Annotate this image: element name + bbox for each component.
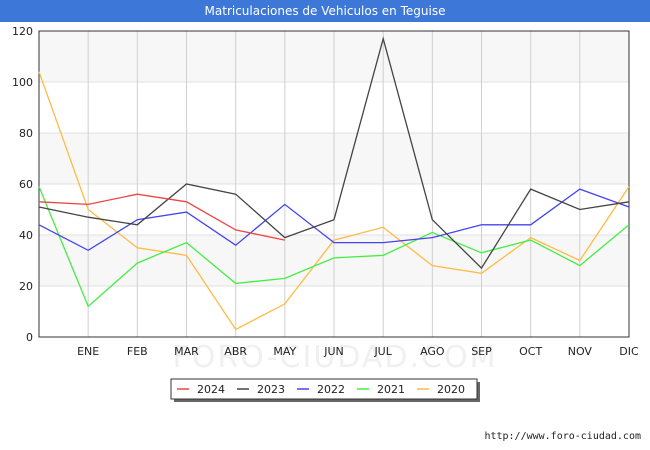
legend-label-2020: 2020 bbox=[437, 383, 465, 396]
line-chart: FORO-CIUDAD.COM 0 20 40 60 80 100 120 ENE FEB MA… bbox=[12, 25, 639, 402]
legend-label-2021: 2021 bbox=[377, 383, 405, 396]
legend-label-2022: 2022 bbox=[317, 383, 345, 396]
y-tick-label: 60 bbox=[19, 178, 33, 191]
x-tick-label: MAR bbox=[174, 345, 199, 358]
x-tick-label: ENE bbox=[77, 345, 99, 358]
x-tick-label: OCT bbox=[519, 345, 542, 358]
x-tick-label: JUN bbox=[323, 345, 344, 358]
series-line-2020 bbox=[38, 71, 630, 331]
legend-label-2023: 2023 bbox=[257, 383, 285, 396]
y-tick-label: 20 bbox=[19, 280, 33, 293]
legend-box bbox=[170, 378, 478, 400]
x-tick-label: NOV bbox=[568, 345, 593, 358]
x-tick-label: FEB bbox=[127, 345, 148, 358]
legend-label-2024: 2024 bbox=[197, 383, 225, 396]
series-line-2022 bbox=[38, 188, 630, 252]
footer-url[interactable]: http://www.foro-ciudad.com bbox=[484, 431, 641, 442]
y-tick-label: 100 bbox=[12, 76, 33, 89]
y-tick-label: 40 bbox=[19, 229, 33, 242]
y-tick-label: 0 bbox=[26, 331, 33, 344]
plot-area bbox=[38, 30, 630, 338]
x-tick-label: ABR bbox=[224, 345, 247, 358]
x-tick-label: MAY bbox=[273, 345, 296, 358]
chart-title: Matriculaciones de Vehiculos en Teguise bbox=[0, 0, 650, 22]
x-tick-label: AGO bbox=[420, 345, 445, 358]
watermark: FORO-CIUDAD.COM bbox=[173, 340, 498, 375]
series-line-2024 bbox=[38, 193, 285, 241]
series-line-2021 bbox=[38, 186, 630, 308]
y-tick-label: 120 bbox=[12, 25, 33, 38]
x-tick-label: SEP bbox=[471, 345, 492, 358]
x-tick-label: JUL bbox=[373, 345, 392, 358]
y-tick-label: 80 bbox=[19, 127, 33, 140]
series-line-2023 bbox=[38, 36, 630, 270]
x-tick-label: DIC bbox=[619, 345, 639, 358]
